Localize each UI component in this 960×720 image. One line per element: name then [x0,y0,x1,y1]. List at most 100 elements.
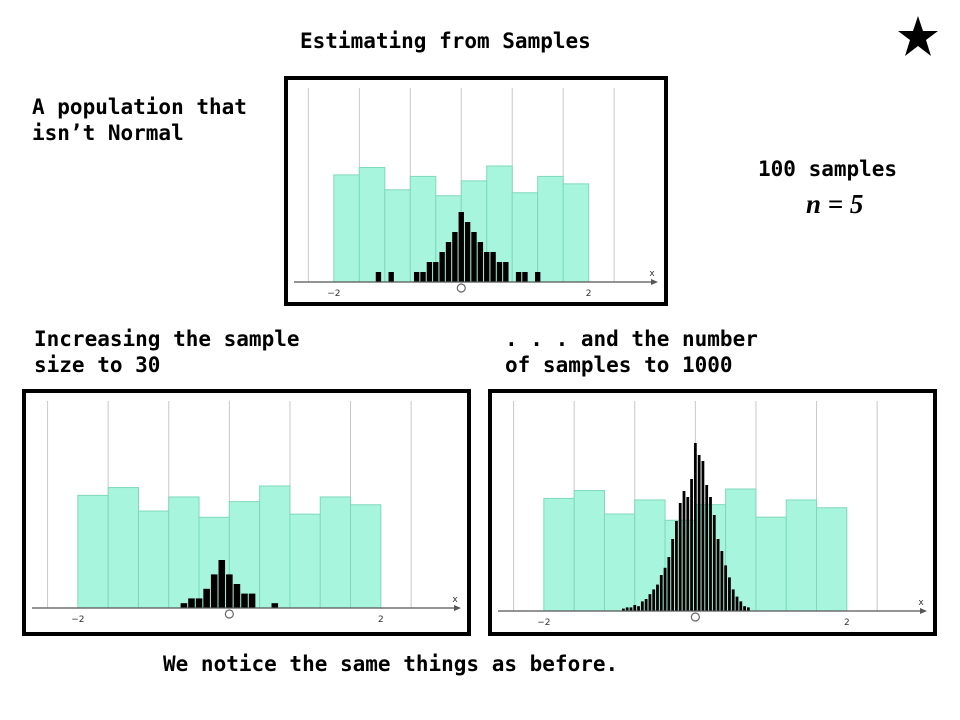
x-tick-label: −2 [537,618,550,628]
page-title: Estimating from Samples [300,29,591,53]
sample-mean-bar [659,575,663,611]
population-bar [384,189,411,283]
x-tick-label: 2 [586,289,592,299]
population-bar [785,499,818,612]
sample-mean-bar [226,574,233,608]
sample-mean-bar [375,272,382,282]
population-bar [573,490,605,612]
axis-arrow [454,605,461,611]
sample-mean-bar [675,521,678,611]
sample-mean-bar [709,497,712,611]
population-bar [537,175,564,283]
sample-mean-bar [445,242,452,282]
population-bar [543,497,575,612]
sample-mean-bar [629,607,633,611]
sample-mean-bar [701,461,705,611]
chart-panel-n30-1000: −2 2 x [488,389,937,636]
population-caption: A population that isn’t Normal [32,95,247,145]
population-bar [259,485,291,609]
histogram-n5: −2 2 x [294,88,658,299]
sample-mean-bar [503,262,509,282]
sample-mean-bar [686,497,690,611]
sample-mean-bar [633,605,637,611]
histogram-n30: −2 2 x [32,401,461,625]
axis-arrow [651,279,658,285]
sample-mean-bar [477,242,484,282]
sample-mean-bar [420,272,426,282]
sample-mean-bar [682,491,686,611]
sample-mean-bar [203,588,210,608]
sample-mean-bar [739,601,743,611]
sample-mean-bar [712,515,716,611]
sample-mean-bar [728,577,731,611]
x-tick-label: −2 [71,615,84,625]
sample-mean-bar [271,603,279,608]
population-bar [168,496,200,609]
sample-mean-bar [496,262,503,282]
population-bar [358,166,386,283]
population-bar [107,487,139,609]
x-tick-label: 2 [844,618,850,628]
sample-size-label: n = 5 [806,189,864,219]
sample-mean-bar [671,539,675,611]
sample-mean-bar [644,599,648,611]
sample-mean-bar [720,551,724,611]
population-bar [603,513,636,612]
sample-mean-bar [210,574,218,608]
x-tick-label: 2 [378,615,384,625]
axis-arrow [920,608,927,614]
sample-mean-bar [490,252,496,282]
sample-mean-bar [218,560,226,608]
population-bar [816,507,848,612]
sample-mean-bar [746,607,750,611]
sample-mean-bar [426,262,433,282]
sample-mean-bar [693,443,697,611]
sample-mean-bar [724,565,728,611]
sample-mean-bar [637,606,640,611]
sample-mean-bar [656,584,659,611]
population-bar [289,513,321,609]
sample-mean-bar [248,593,256,608]
sample-mean-bar [652,589,656,611]
sample-mean-bar [697,455,701,611]
sample-mean-bar [241,593,248,608]
sample-mean-bar [622,608,625,611]
sample-mean-bar [464,222,471,282]
population-bar [755,516,787,612]
population-bar [77,494,109,609]
population-bar [137,510,170,609]
population-bar [333,174,360,283]
sample-mean-bar [439,252,445,282]
sample-size-caption: Increasing the sample size to 30 [34,327,300,377]
sample-mean-bar [188,598,195,608]
star-icon [898,16,938,56]
sample-mean-bar [648,594,652,611]
x-tick-label: −2 [327,289,340,299]
sample-mean-bar [458,212,464,282]
sample-mean-bar [233,584,241,608]
sample-mean-bar [731,589,735,611]
sample-mean-bar [388,272,394,282]
population-bar [319,496,352,609]
mean-marker [224,609,234,619]
sample-mean-bar [625,607,629,611]
sample-mean-bar [667,557,671,611]
mean-marker [690,612,700,622]
sample-mean-bar [433,262,439,282]
sample-mean-bar [522,272,528,282]
sample-mean-bar [515,272,522,282]
population-bar [511,192,539,283]
sample-mean-bar [452,232,458,282]
x-axis-label: x [918,598,924,608]
sample-mean-bar [663,567,667,611]
sample-mean-bar [705,485,709,611]
population-bar [350,504,382,609]
sample-mean-bar [195,598,203,608]
footer-text: We notice the same things as before. [163,652,619,676]
chart-panel-n5: −2 2 x [284,76,668,306]
sample-mean-bar [743,606,746,611]
sample-mean-bar [735,596,739,611]
sample-mean-bar [484,252,490,282]
population-bar [562,183,590,283]
x-axis-label: x [452,595,458,605]
